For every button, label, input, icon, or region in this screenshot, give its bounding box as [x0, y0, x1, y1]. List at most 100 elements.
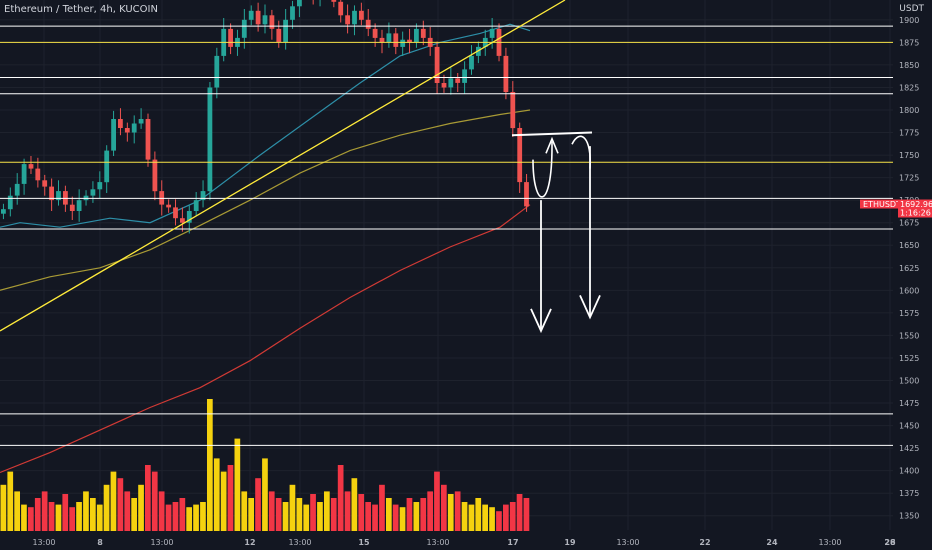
down-arrow-head [530, 308, 552, 334]
candle-body [241, 19, 247, 38]
candle-body [489, 28, 495, 38]
price-tick-label: 1400 [899, 467, 919, 476]
candle-body [186, 211, 192, 223]
time-tick-label: 26 [884, 538, 896, 547]
candle-body [372, 28, 378, 38]
candle-body [448, 78, 454, 88]
ma-mid-line [0, 109, 531, 291]
volume-bar [83, 491, 89, 531]
price-tag-countdown: 1:16:26 [900, 209, 931, 218]
volume-bar [303, 504, 310, 531]
volume-bar [523, 498, 530, 531]
down-arrow-head [579, 295, 601, 320]
candle-body [228, 28, 233, 47]
volume-bar [179, 498, 186, 531]
time-tick-label: 17 [507, 538, 518, 547]
candle-body [1, 209, 6, 214]
volume-bar [69, 507, 75, 531]
volume-bar [413, 502, 420, 531]
volume-bar [282, 502, 289, 531]
price-tick-label: 1500 [899, 377, 919, 386]
price-tag [898, 199, 932, 218]
chart-title: Ethereum / Tether, 4h, KUCOIN [4, 4, 158, 15]
volume-bar [55, 504, 62, 531]
time-tick-label: 28 [884, 538, 896, 547]
candle-body [462, 69, 467, 83]
volume-bar [21, 504, 27, 531]
volume-bar [289, 484, 296, 531]
candle-body [517, 128, 523, 183]
candle-body [248, 10, 254, 20]
price-tick-label: 1750 [899, 151, 919, 160]
price-tick-label: 1375 [899, 489, 919, 498]
candle-body [7, 195, 13, 210]
volume-bar [503, 504, 509, 531]
candle-body [338, 1, 344, 16]
candle-body [63, 191, 68, 205]
candle-body [49, 186, 54, 201]
price-tick-label: 1850 [899, 61, 919, 70]
volume-bar [213, 458, 220, 531]
volume-bar [496, 511, 502, 531]
volume-bar [351, 478, 358, 531]
price-tick-label: 1650 [899, 241, 919, 250]
volume-bar [96, 504, 103, 531]
volume-bar [310, 494, 316, 531]
candle-body [104, 150, 110, 183]
price-tick-label: 1675 [899, 219, 919, 228]
candle-body [200, 191, 206, 201]
time-tick-label: 13:00 [32, 538, 55, 547]
volume-bar [461, 502, 468, 531]
candle-body [386, 33, 392, 43]
candle-body [290, 6, 295, 20]
candle-body [400, 39, 406, 47]
price-tick-label: 1425 [899, 444, 919, 453]
candle-body [455, 78, 461, 83]
price-tick-label: 1525 [899, 354, 919, 363]
candle-body [331, 0, 337, 2]
volume-bar [475, 498, 482, 531]
volume-bar [48, 502, 55, 531]
price-tick-label: 1350 [899, 512, 919, 521]
time-tick-label: 13:00 [150, 538, 173, 547]
candle-body [118, 119, 123, 128]
volume-bar [172, 502, 179, 531]
candle-body [173, 207, 178, 219]
symbol-tag-text: ETHUSDT [863, 200, 901, 209]
volume-bar [330, 498, 337, 531]
volume-bar [124, 491, 131, 531]
volume-bar [454, 491, 461, 531]
volume-bar [90, 498, 96, 531]
volume-bar [145, 465, 151, 531]
candle-body [352, 10, 357, 25]
candle-body [166, 204, 171, 208]
price-tick-label: 1800 [899, 106, 919, 115]
candle-body [207, 87, 213, 192]
price-tick-label: 1825 [899, 84, 919, 93]
volume-bar [200, 502, 206, 531]
candle-body [414, 28, 419, 43]
price-tick-label: 1600 [899, 286, 919, 295]
price-tick-label: 1575 [899, 309, 919, 318]
price-tick-label: 1875 [899, 38, 919, 47]
volume-bar [14, 491, 20, 531]
candle-body [159, 191, 165, 205]
time-axis-bg [0, 533, 932, 550]
volume-bar [509, 502, 516, 531]
volume-bar [131, 498, 137, 531]
volume-bar [76, 502, 82, 531]
volume-bar [434, 471, 440, 531]
curved-arrow-stroke-2 [571, 135, 591, 169]
time-tick-label: 13:00 [818, 538, 841, 547]
price-tick-label: 1775 [899, 129, 919, 138]
ma-slow-line [0, 204, 531, 474]
volume-bar [365, 502, 371, 531]
price-tick-label: 1550 [899, 331, 919, 340]
candle-body [255, 10, 261, 25]
time-tick-label: 8 [97, 538, 103, 547]
price-tag-value: 1692.96 [900, 200, 932, 209]
candle-body [180, 218, 185, 223]
price-tick-label: 1725 [899, 174, 919, 183]
